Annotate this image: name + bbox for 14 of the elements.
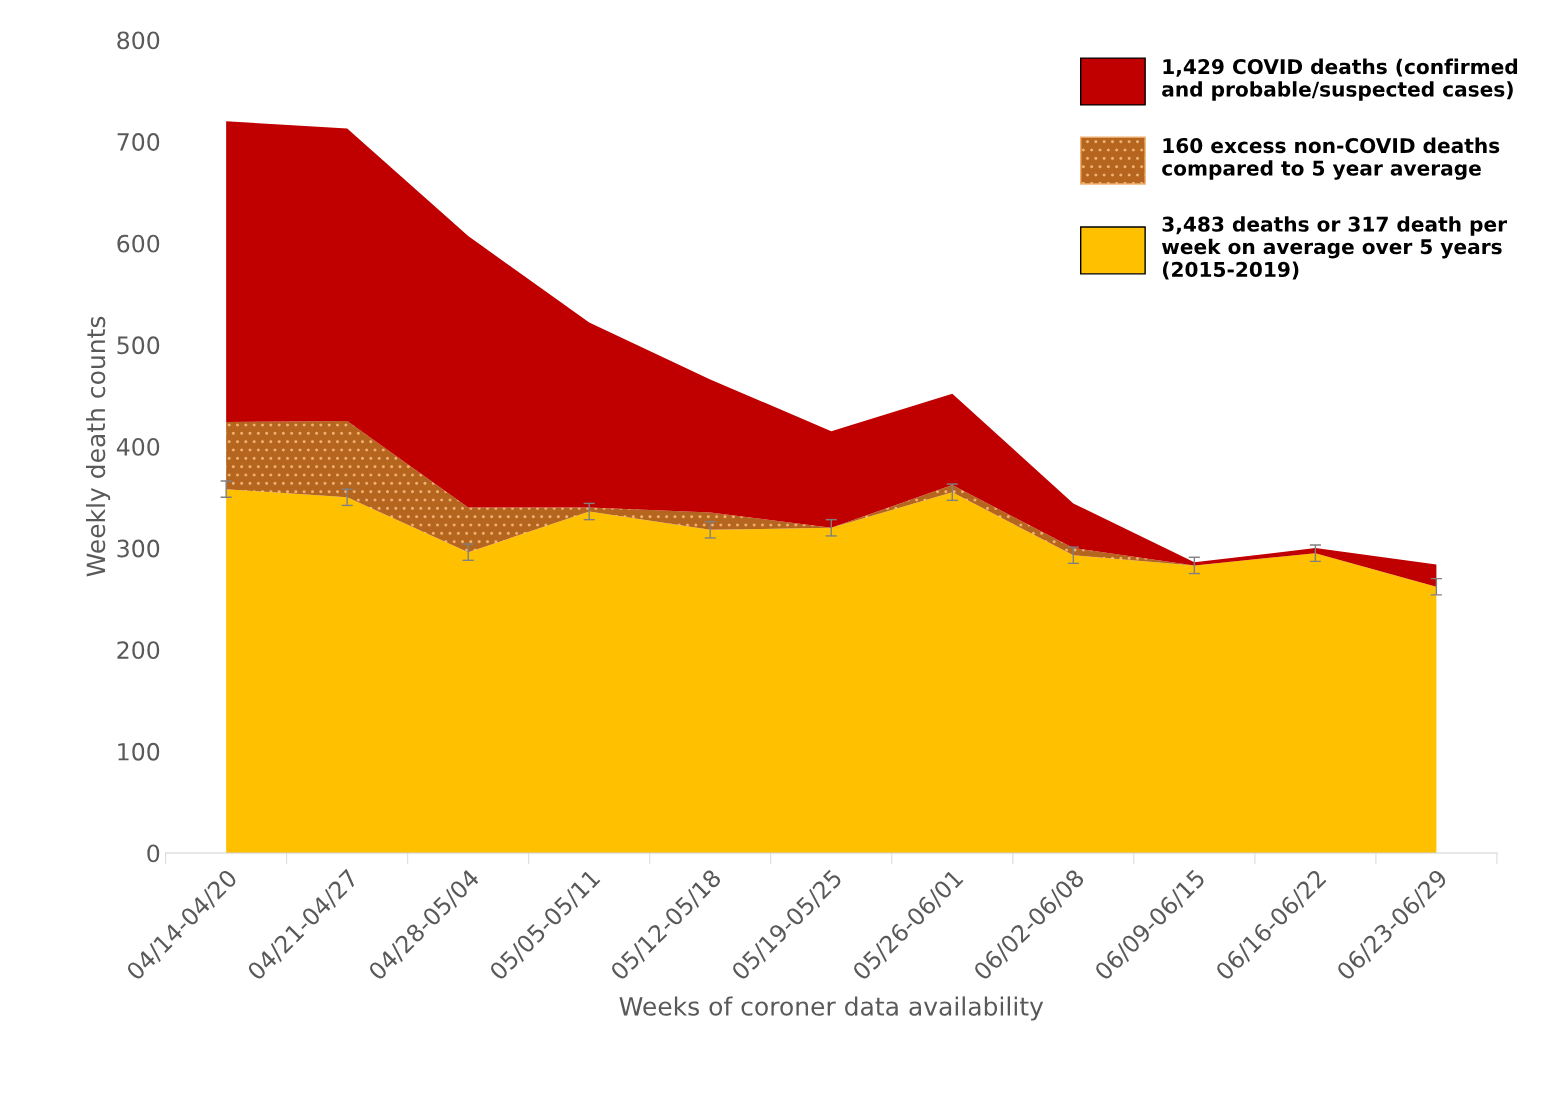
y-tick-label: 400 [116, 437, 160, 456]
y-tick-label: 800 [117, 31, 160, 50]
x-axis-title: Weeks of coroner data availability [619, 996, 1044, 1021]
y-tick-label: 300 [117, 539, 160, 558]
y-tick-label: 600 [117, 234, 160, 253]
legend-label: 160 excess non-COVID deaths compared to 5 year average [1162, 137, 1500, 180]
legend-label: 1,429 COVID deaths (confirmed and probable/suspected cases) [1162, 58, 1518, 101]
y-axis-title: Weekly death counts [85, 316, 111, 577]
y-tick-label: 700 [117, 133, 160, 151]
y-tick-label: 0 [147, 844, 160, 863]
y-tick-label: 200 [117, 641, 160, 660]
y-tick-label: 500 [117, 336, 160, 355]
y-tick-label: 100 [118, 742, 160, 761]
legend-label: 3,483 deaths or 317 death per week on average over 5 years (2015-2019) [1161, 216, 1507, 280]
